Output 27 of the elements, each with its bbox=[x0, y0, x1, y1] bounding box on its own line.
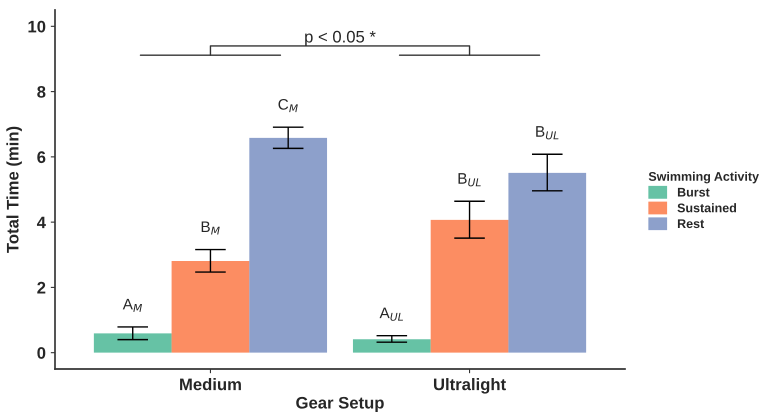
legend-label: Burst bbox=[678, 188, 710, 197]
y-tick-label: 8 bbox=[37, 86, 46, 98]
legend-title: Swimming Activity bbox=[648, 172, 759, 184]
y-tick-label: 4 bbox=[36, 216, 46, 228]
x-tick-label: Medium bbox=[180, 378, 241, 390]
legend-label: Rest bbox=[678, 219, 704, 228]
x-tick-label: Ultralight bbox=[434, 378, 506, 394]
y-tick-label: 0 bbox=[37, 347, 46, 359]
data-label: B$_{M}$ bbox=[202, 221, 220, 234]
data-label: B$_{UL}$ bbox=[458, 173, 481, 186]
annotation: p < 0.05 * bbox=[305, 30, 376, 46]
bar bbox=[172, 260, 250, 353]
data-label: A$_{M}$ bbox=[122, 298, 142, 312]
bar bbox=[94, 333, 172, 353]
bar bbox=[508, 172, 586, 353]
x-axis-title: Gear Setup bbox=[296, 396, 384, 412]
y-tick-label: 10 bbox=[28, 20, 46, 33]
bar bbox=[352, 339, 431, 353]
bar bbox=[249, 138, 328, 353]
data-label: B$_{UL}$ bbox=[536, 126, 558, 140]
data-label: C$_{M}$ bbox=[278, 98, 298, 112]
legend-label: Sustained bbox=[677, 203, 736, 212]
y-tick-label: 2 bbox=[37, 282, 46, 294]
y-tick-label: 6 bbox=[37, 151, 46, 164]
data-label: A$_{UL}$ bbox=[380, 308, 403, 321]
y-axis-title: Total Time (min) bbox=[6, 126, 22, 253]
bar bbox=[430, 220, 508, 353]
